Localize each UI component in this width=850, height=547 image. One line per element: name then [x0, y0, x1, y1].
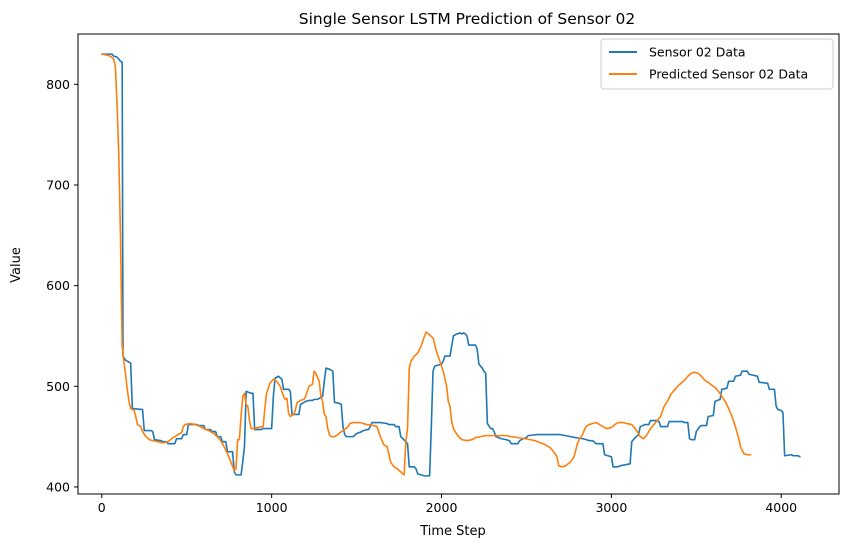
y-tick-label: 800	[46, 77, 70, 92]
x-tick-label: 1000	[256, 500, 288, 515]
legend-box	[600, 38, 834, 90]
plot-frame	[77, 33, 840, 495]
series-lines	[100, 53, 801, 477]
y-tick-label: 600	[46, 278, 70, 293]
y-tick-label: 400	[46, 479, 70, 494]
y-axis-label: Value	[9, 247, 24, 283]
x-tick-label: 2000	[426, 500, 458, 515]
series-line-2	[100, 53, 752, 476]
plot-background	[78, 34, 839, 494]
x-tick-label: 0	[98, 500, 106, 515]
x-axis: 0 1000 2000 3000 4000	[98, 494, 797, 515]
x-axis-label: Time Step	[419, 524, 486, 539]
y-tick-label: 700	[46, 177, 70, 192]
series-line-1	[100, 53, 801, 477]
y-tick-label: 500	[46, 379, 70, 394]
legend-label-1: Sensor 02 Data	[649, 45, 746, 60]
x-tick-label: 3000	[595, 500, 627, 515]
y-axis: 400 500 600 700 800	[46, 77, 78, 494]
plot-area	[77, 33, 840, 495]
legend-label-2: Predicted Sensor 02 Data	[649, 67, 808, 82]
x-tick-label: 4000	[765, 500, 797, 515]
chart-title: Single Sensor LSTM Prediction of Sensor …	[299, 10, 635, 28]
legend: Sensor 02 Data Predicted Sensor 02 Data	[600, 38, 834, 90]
